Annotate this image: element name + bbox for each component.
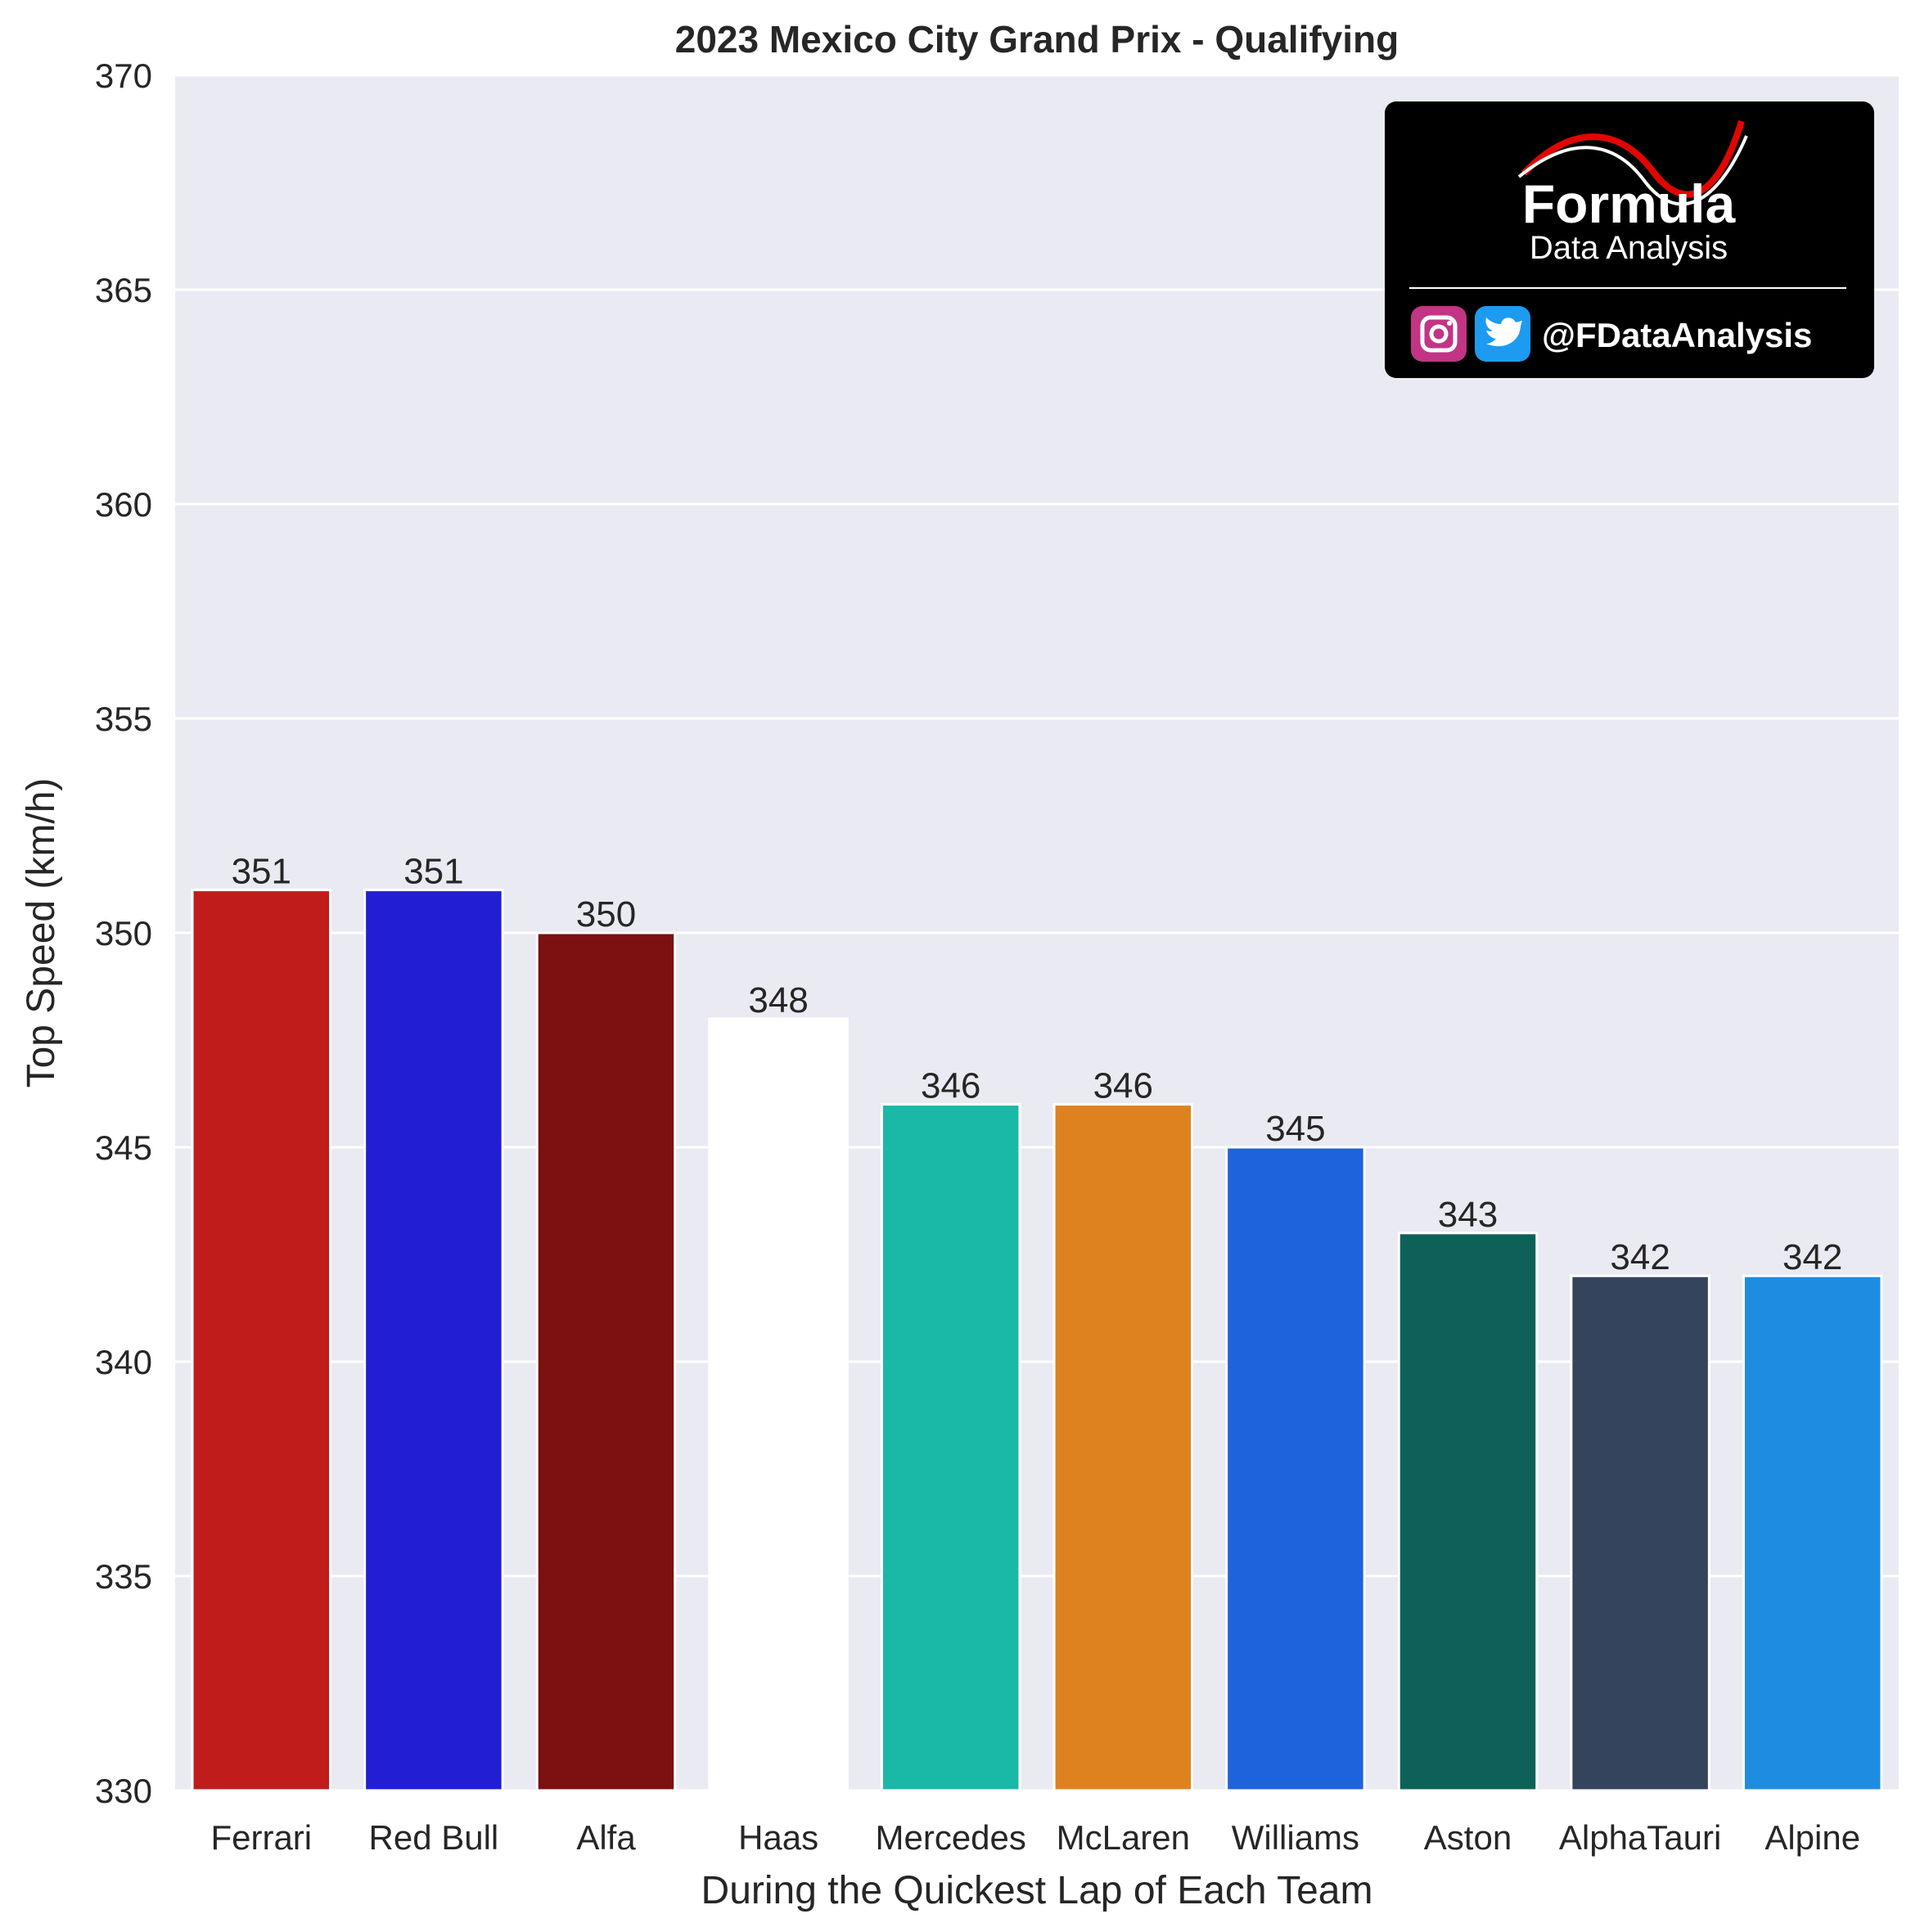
bar-value-label: 351 [232, 852, 291, 892]
bar-aston [1397, 1232, 1539, 1792]
bar-mclaren [1052, 1103, 1194, 1792]
y-tick-label: 340 [95, 1343, 152, 1381]
y-tick-label: 370 [95, 56, 152, 95]
bar-value-label: 346 [1093, 1066, 1153, 1106]
bar-value-label: 343 [1438, 1195, 1498, 1235]
x-tick-label: Haas [738, 1818, 818, 1857]
twitter-icon [1475, 306, 1530, 362]
y-tick-label: 360 [95, 485, 152, 524]
bars: 351 351 350 348 346 346 345 343 342 342 [191, 852, 1883, 1792]
y-axis-title: Top Speed (km/h) [20, 778, 63, 1088]
x-axis-title: During the Quickest Lap of Each Team [701, 1869, 1373, 1912]
y-tick-label: 365 [95, 271, 152, 309]
instagram-icon [1411, 306, 1467, 362]
logo-wordmark: Formula [1522, 173, 1737, 234]
y-axis-ticks: 330 335 340 345 350 355 360 365 370 [95, 56, 152, 1810]
logo-box: Formula Data Analysis @FDataAnalysis [1385, 101, 1874, 378]
x-tick-label: Alpine [1764, 1818, 1860, 1857]
logo-swoosh-icon [1517, 119, 1748, 206]
y-tick-label: 345 [95, 1128, 152, 1167]
x-tick-label: McLaren [1057, 1818, 1190, 1857]
x-tick-label: Williams [1232, 1818, 1359, 1857]
logo-subtitle: Data Analysis [1530, 230, 1728, 266]
bar-mercedes [880, 1103, 1021, 1792]
bar-williams [1225, 1146, 1366, 1792]
chart-title: 2023 Mexico City Grand Prix - Qualifying [675, 18, 1399, 61]
y-tick-label: 330 [95, 1772, 152, 1810]
bar-value-label: 345 [1265, 1109, 1325, 1149]
y-tick-label: 350 [95, 914, 152, 952]
x-tick-label: Alfa [576, 1818, 636, 1857]
x-tick-label: Red Bull [369, 1818, 499, 1857]
x-tick-label: Aston [1424, 1818, 1512, 1857]
bar-value-label: 350 [576, 894, 636, 934]
bar-value-label: 348 [748, 980, 808, 1020]
x-tick-label: Mercedes [875, 1818, 1025, 1857]
bar-red-bull [363, 889, 504, 1792]
bar-alpine [1742, 1274, 1883, 1792]
bar-haas [708, 1017, 849, 1792]
x-tick-label: Ferrari [210, 1818, 312, 1857]
bar-alphatauri [1570, 1274, 1710, 1792]
x-axis-ticks: Ferrari Red Bull Alfa Haas Mercedes McLaren Wi… [210, 1818, 1860, 1857]
bar-value-label: 342 [1610, 1237, 1670, 1277]
x-tick-label: AlphaTauri [1559, 1818, 1721, 1857]
bar-value-label: 351 [403, 852, 463, 892]
bar-ferrari [191, 889, 332, 1792]
bar-value-label: 346 [921, 1066, 980, 1106]
bar-value-label: 342 [1783, 1237, 1842, 1277]
bar-alfa [535, 931, 677, 1792]
y-tick-label: 335 [95, 1557, 152, 1596]
logo-handle: @FDataAnalysis [1542, 316, 1812, 354]
y-tick-label: 355 [95, 700, 152, 738]
